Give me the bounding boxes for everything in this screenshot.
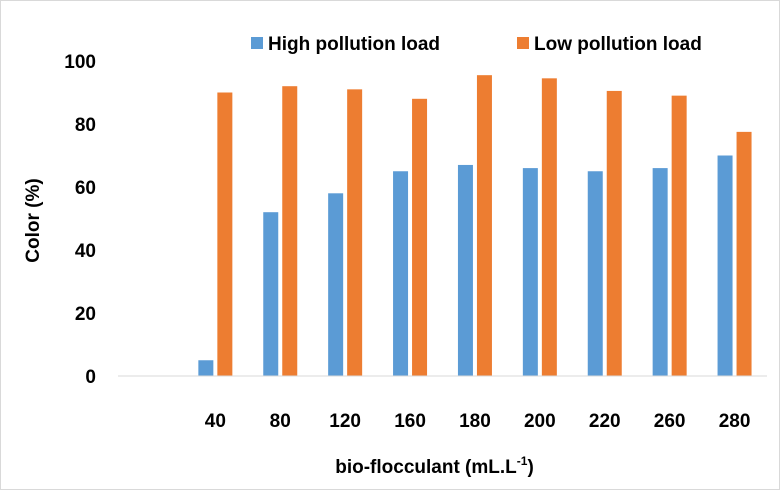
legend: High pollution load Low pollution load	[251, 34, 702, 55]
bar-high-pollution-260	[652, 168, 668, 376]
y-tick-label: 100	[64, 52, 96, 73]
x-axis-label: bio-flocculant (mL.L-1)	[335, 454, 534, 478]
legend-swatch-high	[251, 37, 263, 49]
y-tick-label: 40	[75, 241, 96, 262]
bar-high-pollution-200	[522, 168, 538, 376]
y-tick-label: 0	[85, 367, 96, 388]
bar-high-pollution-280	[717, 155, 733, 376]
legend-label-low: Low pollution load	[534, 34, 702, 55]
bar-high-pollution-80	[263, 212, 279, 376]
bar-high-pollution-220	[587, 171, 603, 376]
x-axis-label-suffix: )	[527, 457, 533, 478]
bar-low-pollution-80	[282, 86, 298, 376]
legend-label-high: High pollution load	[268, 34, 440, 55]
y-tick-label: 80	[75, 115, 96, 136]
x-tick-label: 200	[524, 411, 556, 432]
bar-low-pollution-200	[541, 78, 557, 376]
x-tick-label: 40	[205, 411, 226, 432]
bar-high-pollution-160	[393, 171, 409, 376]
y-tick-label: 60	[75, 178, 96, 199]
legend-swatch-low	[517, 37, 529, 49]
bar-low-pollution-220	[606, 90, 622, 377]
x-axis-label-superscript: -1	[517, 454, 528, 468]
bars	[198, 75, 752, 377]
x-tick-label: 260	[654, 411, 686, 432]
x-tick-label: 220	[589, 411, 621, 432]
y-tick-label: 20	[75, 304, 96, 325]
bar-low-pollution-120	[347, 89, 363, 376]
x-tick-label: 120	[329, 411, 361, 432]
x-tick-label: 80	[270, 411, 291, 432]
x-tick-label: 280	[719, 411, 751, 432]
x-axis-ticks: 40 80 120 160 180 200 220 260 280	[205, 411, 751, 432]
bar-low-pollution-40	[217, 92, 233, 376]
bar-high-pollution-120	[328, 193, 344, 376]
bar-low-pollution-260	[671, 95, 687, 377]
x-tick-label: 160	[394, 411, 426, 432]
bar-high-pollution-180	[457, 164, 473, 376]
bar-high-pollution-40	[198, 360, 214, 376]
bar-low-pollution-180	[476, 75, 492, 377]
y-axis-ticks: 0 20 40 60 80 100	[64, 52, 96, 388]
x-axis-label-main: bio-flocculant (mL.L	[335, 457, 517, 478]
bar-low-pollution-160	[412, 98, 428, 377]
bar-low-pollution-280	[736, 131, 752, 376]
x-tick-label: 180	[459, 411, 491, 432]
y-axis-label: Color (%)	[23, 178, 44, 262]
